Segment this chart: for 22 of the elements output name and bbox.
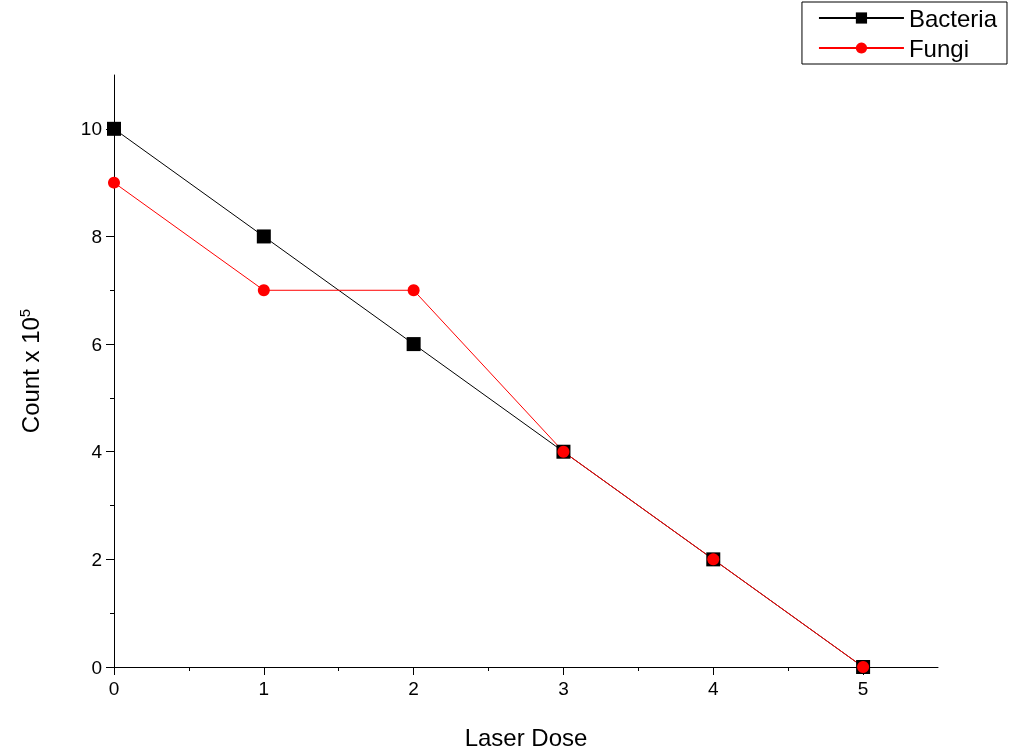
legend-label: Fungi <box>908 34 969 62</box>
y-axis-title: Count x 105 <box>16 308 44 434</box>
point <box>406 337 421 352</box>
y-tick-label: 4 <box>91 441 103 463</box>
x-tick-label: 3 <box>558 678 569 699</box>
x-axis-title: Laser Dose <box>464 723 588 751</box>
y-tick-label: 10 <box>80 118 102 140</box>
x-tick-label: 2 <box>408 678 419 699</box>
point <box>257 284 270 297</box>
point <box>107 121 121 136</box>
point <box>407 284 420 297</box>
x-tick-label: 4 <box>707 678 719 699</box>
x-tick-label: 1 <box>258 678 270 699</box>
y-tick-label: 0 <box>91 656 102 678</box>
point <box>256 229 271 244</box>
y-tick-label: 8 <box>91 225 102 247</box>
y-tick-label: 2 <box>91 548 102 570</box>
legend-label: Bacteria <box>908 4 998 32</box>
point <box>108 176 120 189</box>
x-tick-label: 5 <box>857 678 869 699</box>
y-tick-label: 6 <box>91 333 102 355</box>
x-tick-label: 0 <box>108 678 120 699</box>
